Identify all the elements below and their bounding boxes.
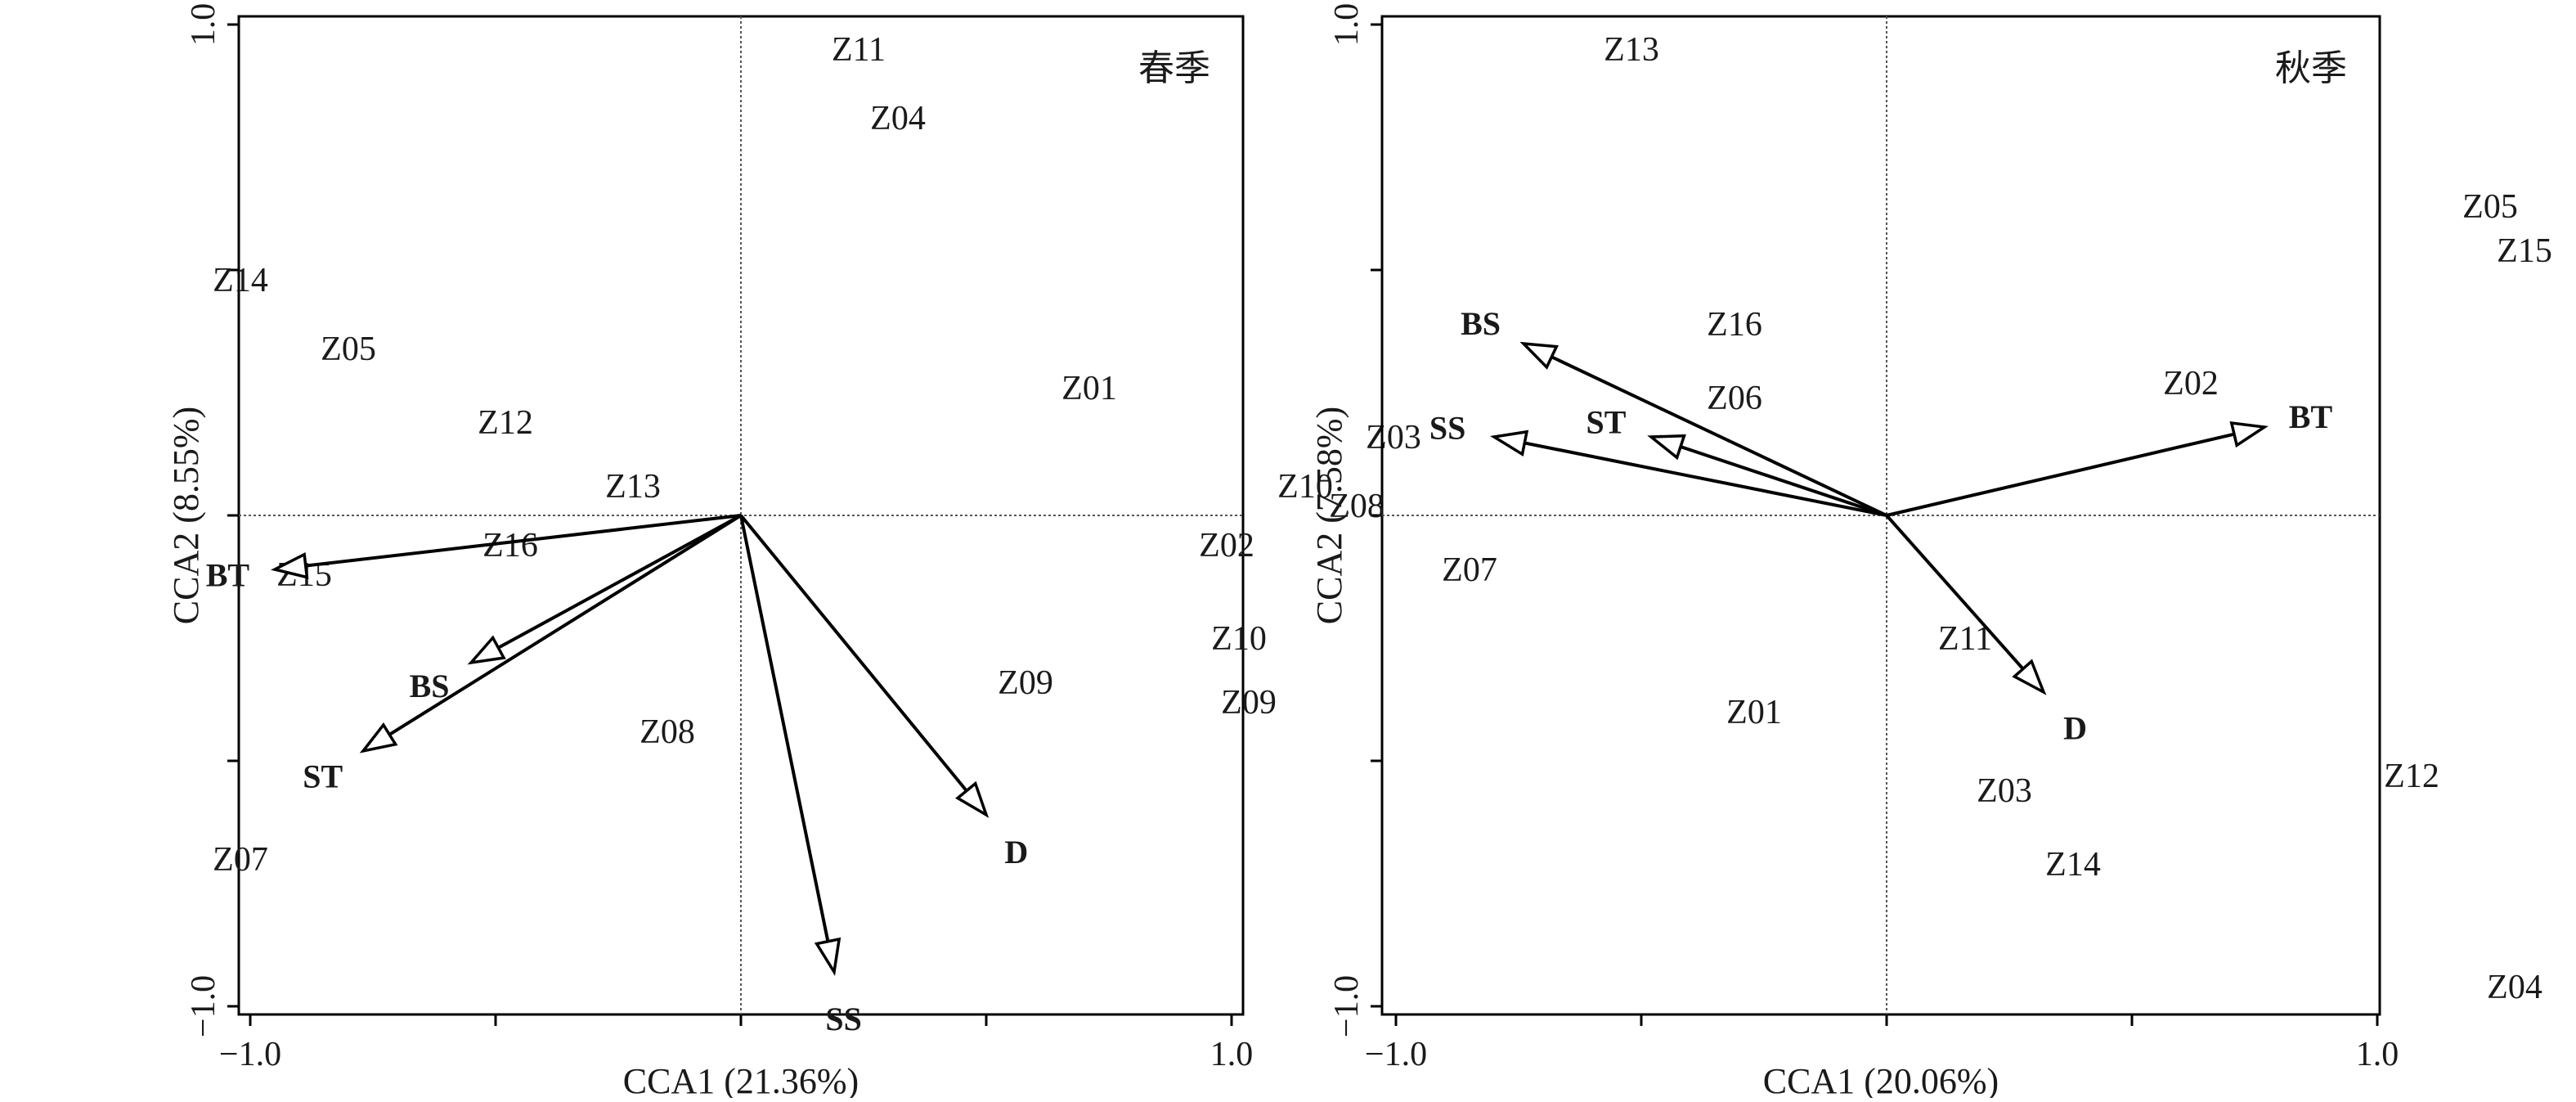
vector-arrowhead (955, 780, 990, 818)
vector-line (1886, 432, 2235, 517)
vector-line (388, 514, 743, 736)
vector-line (739, 514, 968, 792)
site-label: Z05 (321, 331, 376, 368)
vector-line (1680, 445, 1887, 517)
vector-line (305, 514, 742, 568)
site-label: Z13 (605, 468, 661, 506)
vector-line (739, 515, 830, 942)
autumn-panel: −1.0 1.0 1.0 −1.0 CCA1 (20.06%) CCA2 (7.58%) 秋… (1211, 3, 2552, 1101)
site-label: Z07 (213, 841, 268, 879)
site-label: Z07 (1442, 551, 1497, 589)
vector-arrowhead (467, 635, 506, 665)
site-label: Z09 (1221, 684, 1277, 722)
spring-panel: −1.0 1.0 1.0 −1.0 CCA1 (21.36%) CCA2 (8.55%) 春… (166, 3, 1421, 1101)
site-label: Z14 (2045, 846, 2101, 884)
vector-line (1885, 514, 2025, 670)
site-label: Z01 (1061, 370, 1117, 407)
x-axis-title: CCA1 (20.06%) (1763, 1061, 1999, 1098)
site-label: Z05 (2462, 188, 2518, 226)
vector-label: BT (206, 557, 250, 594)
site-label: Z14 (213, 262, 268, 299)
site-label: Z16 (1707, 306, 1762, 344)
x-axis-title: CCA1 (21.36%) (623, 1061, 859, 1098)
site-label: Z01 (1726, 694, 1782, 731)
site-label: Z04 (2487, 969, 2542, 1006)
site-label: Z12 (2384, 758, 2439, 795)
vector-label: SS (1429, 410, 1466, 447)
y-tick-label: 1.0 (185, 3, 222, 47)
vector-label: ST (1586, 404, 1627, 441)
y-axis-title: CCA2 (8.55%) (166, 407, 206, 624)
vector-label: SS (825, 1001, 862, 1037)
vector-label: BS (410, 668, 450, 704)
site-label: Z08 (1329, 488, 1384, 525)
site-label: Z13 (1604, 31, 1659, 69)
vector-label: BS (1461, 305, 1501, 342)
y-axis-title: CCA2 (7.58%) (1309, 407, 1349, 624)
vector-line (1524, 441, 1887, 517)
vector-arrowhead (270, 552, 309, 579)
y-tick-label: 1.0 (1328, 3, 1366, 47)
site-label: Z10 (1277, 468, 1333, 506)
x-tick-label: −1.0 (1365, 1036, 1427, 1073)
site-label: Z02 (2163, 365, 2219, 403)
x-tick-label: −1.0 (219, 1036, 281, 1073)
vector-line (1551, 355, 1887, 517)
vector-arrowhead (2012, 659, 2047, 695)
vector-arrowhead (814, 937, 841, 976)
site-label: Z02 (1199, 527, 1254, 564)
x-tick-label: 1.0 (1210, 1036, 1254, 1073)
y-tick-label: −1.0 (185, 975, 222, 1037)
season-label: 春季 (1138, 47, 1210, 89)
site-label: Z08 (640, 713, 695, 751)
site-label: Z12 (478, 404, 533, 442)
vector-line (497, 514, 742, 650)
site-label: Z03 (1366, 419, 1421, 457)
vector-arrowhead (1519, 341, 1559, 370)
site-label: Z11 (832, 31, 886, 69)
vector-arrowhead (2229, 421, 2269, 448)
site-label: Z04 (870, 100, 926, 137)
x-tick-label: 1.0 (2356, 1036, 2399, 1073)
vector-label: BT (2289, 398, 2333, 435)
y-tick-label: −1.0 (1328, 975, 1366, 1037)
site-label: Z15 (2497, 232, 2552, 270)
vector-arrowhead (1647, 434, 1686, 461)
site-label: Z10 (1211, 620, 1267, 658)
vector-arrowhead (1490, 430, 1529, 457)
vector-label: ST (303, 758, 343, 795)
vector-label: D (1004, 834, 1028, 870)
site-label: Z09 (998, 664, 1053, 702)
site-label: Z06 (1707, 380, 1762, 417)
vector-arrowhead (359, 722, 398, 753)
vector-label: D (2063, 709, 2087, 746)
season-label: 秋季 (2275, 47, 2347, 89)
site-label: Z03 (1977, 772, 2032, 810)
